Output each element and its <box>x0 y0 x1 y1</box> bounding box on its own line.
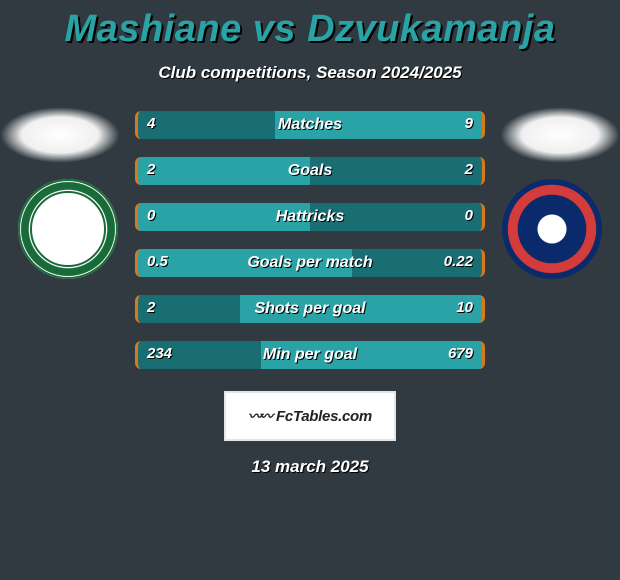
stat-value-right: 0 <box>465 207 473 224</box>
stat-label: Matches <box>278 116 342 134</box>
stat-value-left: 2 <box>147 299 155 316</box>
stat-value-right: 10 <box>456 299 473 316</box>
stat-bar-left <box>135 111 275 139</box>
stat-label: Hattricks <box>276 208 344 226</box>
stat-row: 234 679 Min per goal <box>135 341 485 369</box>
stat-row: 2 10 Shots per goal <box>135 295 485 323</box>
page-title: Mashiane vs Dzvukamanja <box>0 0 620 51</box>
stat-value-right: 9 <box>465 115 473 132</box>
stat-label: Min per goal <box>263 346 357 364</box>
comparison-content: 4 9 Matches 2 2 Goals 0 0 Hattricks 0.5 0.22 Goals … <box>0 111 620 477</box>
player-right-avatar <box>500 107 620 163</box>
stat-value-left: 4 <box>147 115 155 132</box>
stat-label: Goals <box>288 162 332 180</box>
stat-value-right: 2 <box>465 161 473 178</box>
stat-row: 0 0 Hattricks <box>135 203 485 231</box>
stat-row: 2 2 Goals <box>135 157 485 185</box>
stat-value-right: 0.22 <box>444 253 473 270</box>
stat-bar-left <box>135 157 310 185</box>
date-label: 13 march 2025 <box>0 457 620 477</box>
stat-value-left: 0.5 <box>147 253 168 270</box>
attribution-text: FcTables.com <box>276 408 372 425</box>
attribution-badge: 〰〰 FcTables.com <box>224 391 396 441</box>
stat-label: Goals per match <box>247 254 372 272</box>
stat-bar-right <box>310 157 485 185</box>
subtitle: Club competitions, Season 2024/2025 <box>0 63 620 83</box>
stat-row: 0.5 0.22 Goals per match <box>135 249 485 277</box>
player-left-avatar <box>0 107 120 163</box>
team-left-badge <box>18 179 118 279</box>
stat-value-left: 2 <box>147 161 155 178</box>
stat-value-left: 0 <box>147 207 155 224</box>
attribution-icon: 〰〰 <box>248 406 270 426</box>
stat-row: 4 9 Matches <box>135 111 485 139</box>
stat-label: Shots per goal <box>254 300 365 318</box>
team-right-badge <box>502 179 602 279</box>
stat-value-left: 234 <box>147 345 172 362</box>
stat-value-right: 679 <box>448 345 473 362</box>
stats-rows: 4 9 Matches 2 2 Goals 0 0 Hattricks 0.5 0.22 Goals … <box>135 111 485 369</box>
